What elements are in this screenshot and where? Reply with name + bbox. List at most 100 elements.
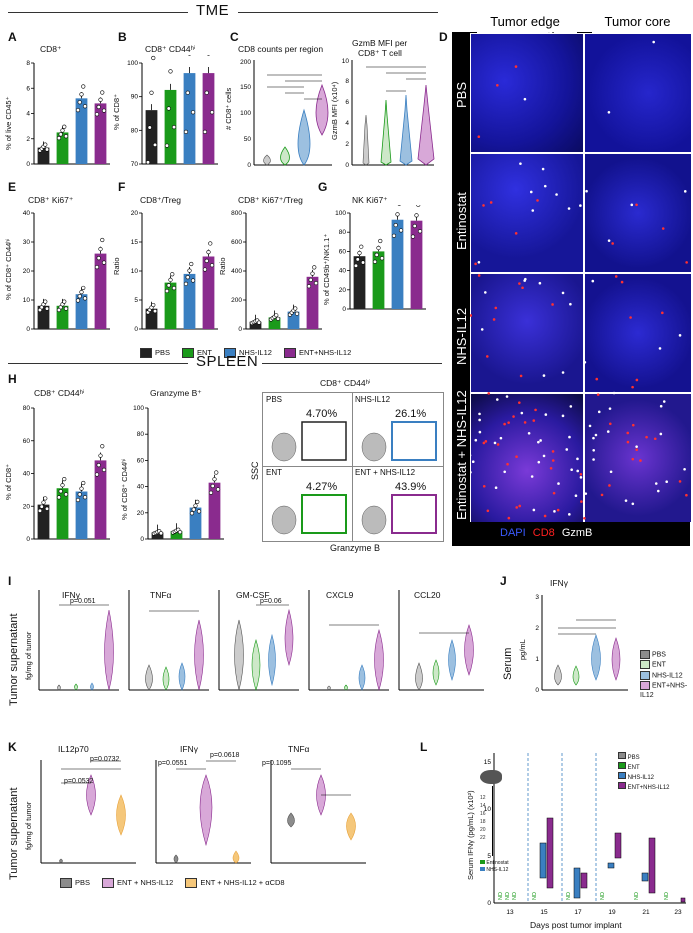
data-point [77, 294, 82, 299]
flow-xlabel: Granzyme B [330, 543, 381, 553]
micro-cell-dot [551, 303, 554, 306]
chart-c2-violins: 0 2 4 6 8 10 [342, 58, 435, 169]
micro-cell-dot [592, 436, 595, 440]
l-dashed-lines [527, 753, 597, 903]
micro-nhs-edge [470, 273, 584, 393]
data-point [164, 288, 170, 294]
micro-cell-dot [595, 377, 599, 381]
y-tick-label: 40 [23, 210, 31, 217]
legend-gzmb: GzmB [561, 527, 593, 539]
c2-yticks: 0 2 4 6 8 10 [342, 58, 350, 169]
micro-cell-dot [652, 40, 655, 44]
bar-ent [268, 317, 281, 329]
y-tick-label: 80 [339, 229, 347, 236]
micro-cell-dot [654, 482, 658, 485]
legend-nhs-il12: NHS-IL12 [224, 348, 272, 359]
micro-cell-dot [520, 411, 524, 415]
micro-cell-dot [477, 274, 481, 277]
data-point [395, 212, 400, 217]
panel-k-legend: PBS ENT + NHS-IL12 ENT + NHS-IL12 + αCD8 [60, 878, 285, 889]
svg-text:ND: ND [498, 892, 504, 900]
i-ccl20 [398, 590, 484, 691]
j-legend-combo: ENT+NHS-IL12 [640, 681, 688, 700]
bar-ent-nhs-il12 [410, 220, 423, 309]
panel-i-ylabel: fg/mg of tumor [24, 631, 33, 680]
micro-cell-dot [494, 306, 498, 310]
micro-cell-dot [592, 448, 596, 452]
svg-text:ND: ND [512, 892, 518, 900]
data-point [183, 281, 189, 286]
legend-cd8: CD8 [532, 527, 555, 539]
micro-cell-dot [683, 467, 686, 471]
panel-f-title1: CD8⁺/Treg [140, 195, 182, 205]
micro-cell-dot [477, 260, 481, 264]
micro-cell-dot [630, 203, 634, 207]
micro-cell-dot [486, 509, 490, 513]
flow-pct-pbs: 4.70% [306, 408, 338, 420]
micro-cell-dot [661, 311, 664, 315]
data-point [256, 320, 262, 325]
panel-letter-f: F [118, 180, 126, 194]
data-point [98, 246, 103, 252]
l-nd-labels: ND ND ND ND ND ND ND ND [498, 892, 670, 900]
panel-k-title-ifng: IFNγ [180, 744, 198, 754]
data-point [101, 108, 107, 113]
micro-cell-dot [607, 110, 611, 114]
bar-ent [170, 531, 183, 539]
data-point [204, 258, 209, 263]
group-legend: PBS ENT NHS-IL12 ENT+NHS-IL12 [140, 348, 351, 359]
y-tick-label: 20 [23, 503, 31, 510]
bar-ent-nhs-il12 [202, 73, 215, 164]
k-legend-combo: ENT + NHS-IL12 [102, 878, 173, 889]
micro-cell-dot [569, 405, 573, 408]
micro-cell-dot [485, 355, 489, 358]
micro-combo-edge [470, 393, 584, 523]
micro-cell-dot [678, 334, 682, 337]
row-label-ent-nhs-il12: Entinostat + NHS-IL12 [454, 390, 469, 520]
micro-cell-dot [519, 162, 522, 165]
y-tick-label: 0 [140, 536, 144, 543]
c2-ytick-3: 6 [345, 99, 349, 106]
panel-letter-i: I [8, 574, 12, 588]
micro-cell-dot [659, 432, 663, 436]
flow-cluster-pbs [271, 432, 297, 462]
data-point [202, 129, 208, 134]
micro-combo-core [584, 393, 692, 523]
micro-cell-dot [609, 470, 613, 474]
data-point [189, 261, 194, 267]
micro-cell-dot [474, 438, 478, 442]
micro-cell-dot [620, 280, 624, 284]
micro-cell-dot [568, 513, 571, 516]
bar-ent [56, 488, 69, 539]
micro-cell-dot [489, 201, 493, 204]
svg-text:ND: ND [532, 892, 538, 900]
micro-cell-dot [496, 83, 499, 87]
panel-i-title-cxcl9: CXCL9 [326, 590, 354, 600]
l-legend-pbs: PBS [618, 752, 670, 762]
micro-cell-dot [514, 65, 518, 68]
data-point [378, 238, 383, 244]
data-point [357, 250, 362, 256]
micro-cell-dot [477, 135, 481, 139]
data-point [100, 444, 105, 449]
micro-cell-dot [658, 347, 662, 350]
micro-cell-dot [532, 419, 536, 422]
chart-f1: 0 5 10 15 20 [131, 210, 218, 333]
y-tick-label: 90 [131, 94, 139, 101]
y-tick-label: 4 [26, 111, 30, 118]
y-tick-label: 40 [137, 484, 145, 491]
k-ifng [155, 760, 251, 864]
data-point [79, 92, 84, 97]
data-point [147, 125, 152, 130]
flow-ylabel: SSC [250, 461, 260, 480]
y-tick-label: 30 [23, 239, 31, 246]
y-tick-label: 10 [23, 297, 31, 304]
micro-cell-dot [482, 484, 486, 488]
svg-text:ND: ND [566, 892, 572, 900]
micro-cell-dot [523, 421, 527, 424]
bar-pbs [145, 308, 158, 329]
c1-sig-bars [267, 74, 322, 100]
micro-cell-dot [478, 430, 482, 434]
data-point [39, 504, 44, 509]
data-point [210, 483, 215, 489]
